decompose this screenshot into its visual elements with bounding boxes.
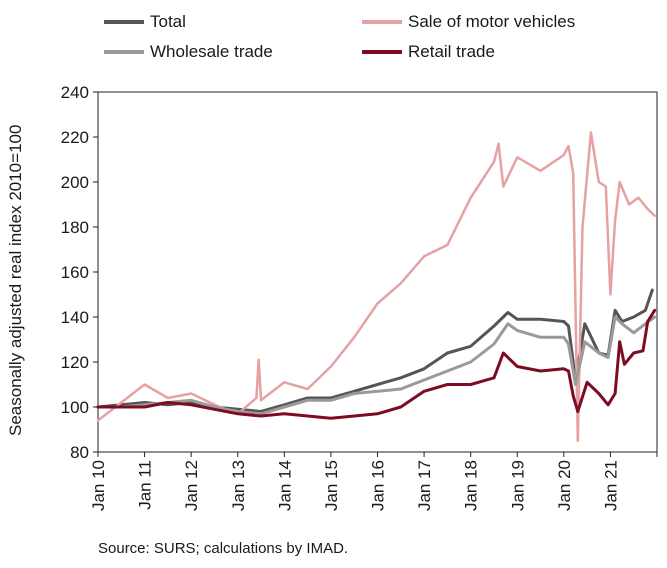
x-tick-label: Jan 10 <box>89 460 108 511</box>
legend-item-total: Total <box>104 12 186 32</box>
y-tick-label: 200 <box>61 173 89 192</box>
y-tick-label: 100 <box>61 398 89 417</box>
y-tick-label: 240 <box>61 83 89 102</box>
series-line-wholesale-trade <box>96 315 657 416</box>
y-tick-label: 80 <box>70 443 89 462</box>
x-tick-label: Jan 17 <box>415 460 434 511</box>
legend-swatch-total <box>104 20 144 24</box>
legend-swatch-retail-trade <box>362 50 402 54</box>
series-line-sale-of-motor-vehicles <box>96 131 656 443</box>
x-tick-label: Jan 18 <box>462 460 481 511</box>
x-tick-label: Jan 20 <box>555 460 574 511</box>
y-tick-label: 180 <box>61 218 89 237</box>
source-note: Source: SURS; calculations by IMAD. <box>98 540 349 557</box>
legend-label-wholesale-trade: Wholesale trade <box>150 42 273 61</box>
x-tick-label: Jan 21 <box>601 460 620 511</box>
legend-item-retail-trade: Retail trade <box>362 42 495 62</box>
legend-item-wholesale-trade: Wholesale trade <box>104 42 273 62</box>
x-tick-label: Jan 16 <box>369 460 388 511</box>
x-tick-label: Jan 14 <box>275 460 294 511</box>
legend-label-retail-trade: Retail trade <box>408 42 495 61</box>
y-tick-label: 160 <box>61 263 89 282</box>
legend-item-sale-of-motor-vehicles: Sale of motor vehicles <box>362 12 575 32</box>
x-tick-label: Jan 19 <box>508 460 527 511</box>
legend-label-sale-of-motor-vehicles: Sale of motor vehicles <box>408 12 576 31</box>
legend-label-total: Total <box>150 12 186 31</box>
y-tick-label: 120 <box>61 353 89 372</box>
legend-swatch-wholesale-trade <box>104 50 144 54</box>
x-tick-label: Jan 12 <box>182 460 201 511</box>
legend-swatch-sale-of-motor-vehicles <box>362 20 402 24</box>
series-line-retail-trade <box>96 308 657 420</box>
x-tick-label: Jan 13 <box>229 460 248 511</box>
y-tick-label: 140 <box>61 308 89 327</box>
x-tick-label: Jan 15 <box>322 460 341 511</box>
y-axis-label: Seasonally adjusted real index 2010=100 <box>6 124 25 436</box>
x-tick-label: Jan 11 <box>136 460 155 510</box>
y-tick-label: 220 <box>61 128 89 147</box>
